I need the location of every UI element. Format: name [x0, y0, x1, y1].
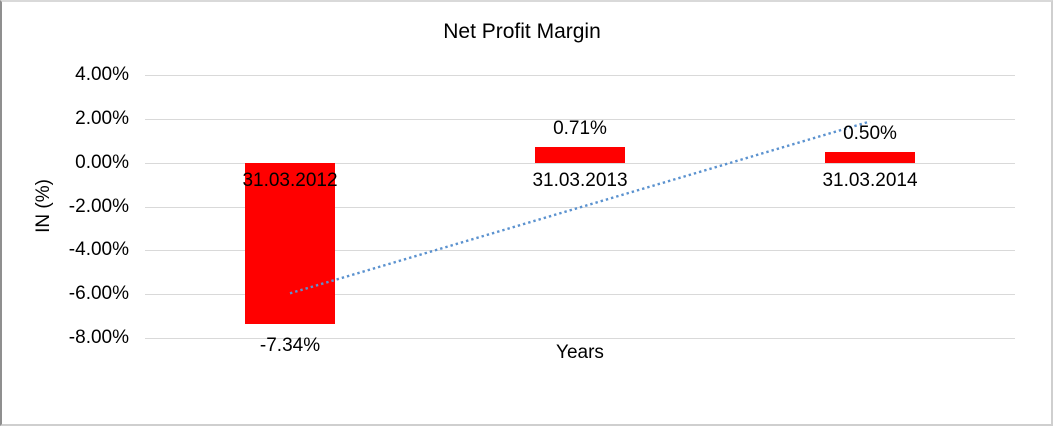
trendline: [289, 120, 871, 295]
gridline: [145, 75, 1015, 76]
chart-title: Net Profit Margin: [443, 20, 601, 43]
category-label: 31.03.2012: [242, 170, 338, 191]
value-label: 0.71%: [553, 118, 607, 139]
category-label: 31.03.2014: [822, 170, 918, 191]
plot-area: 31.03.2012 31.03.2013 31.03.2014 -7.34% 0.71…: [145, 75, 1015, 356]
gridline: [145, 338, 1015, 339]
value-label: 0.50%: [843, 123, 897, 144]
gridline: [145, 294, 1015, 295]
gridline: [145, 250, 1015, 251]
value-label: -7.34%: [259, 335, 321, 356]
y-axis-tick-label: 0.00%: [75, 152, 129, 173]
gridline: [145, 163, 1015, 164]
bar: [245, 163, 335, 324]
x-axis-title: Years: [556, 342, 604, 363]
y-axis-tick-label: -2.00%: [68, 196, 129, 217]
bar: [535, 147, 625, 163]
gridline: [145, 119, 1015, 120]
y-axis-tick-label: 2.00%: [75, 108, 129, 129]
y-axis-tick-label: -6.00%: [68, 283, 129, 304]
y-axis-tick-label: 4.00%: [75, 64, 129, 85]
y-axis-tick-label: -4.00%: [68, 239, 129, 260]
y-axis-tick-label: -8.00%: [68, 327, 129, 348]
category-label: 31.03.2013: [532, 170, 628, 191]
bar: [825, 152, 915, 163]
